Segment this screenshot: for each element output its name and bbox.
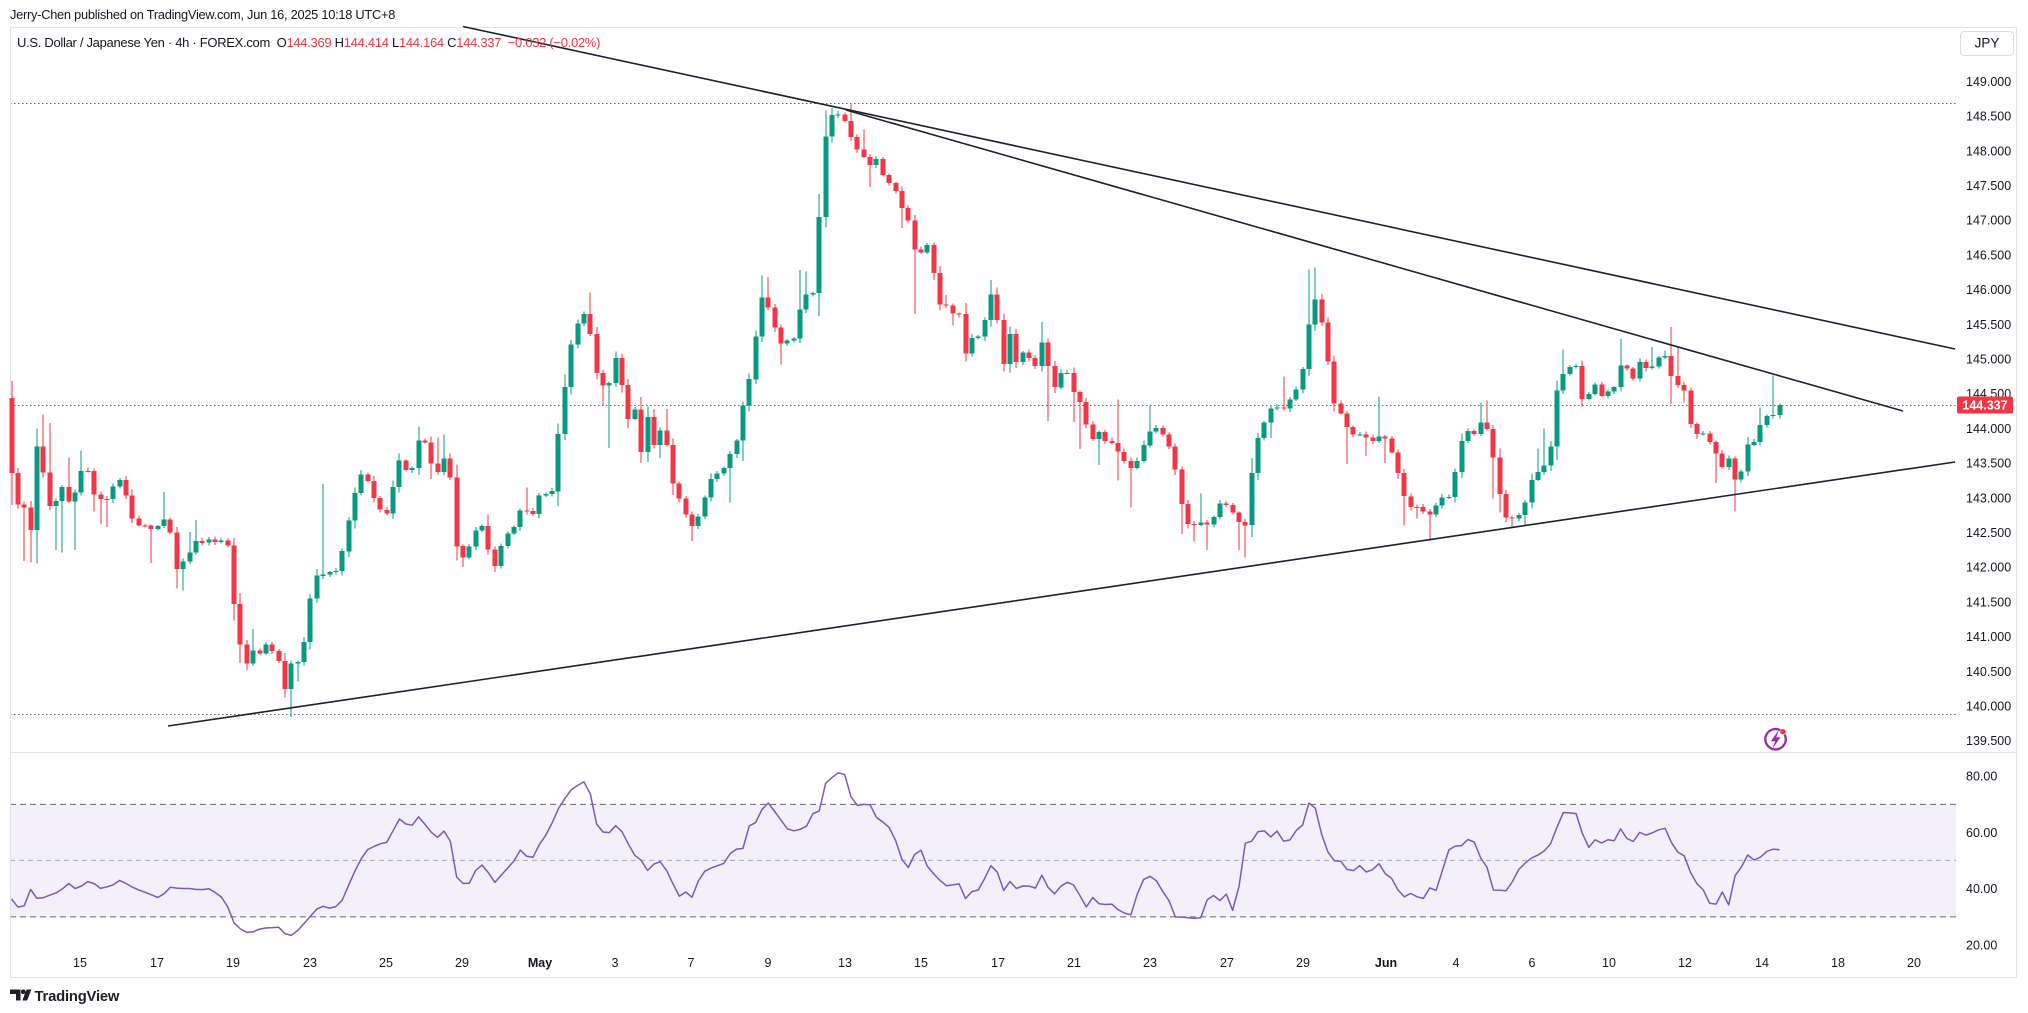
svg-text:18: 18 [1831, 956, 1845, 970]
svg-text:15: 15 [73, 956, 87, 970]
svg-text:139.500: 139.500 [1966, 734, 2011, 748]
svg-text:13: 13 [838, 956, 852, 970]
svg-text:27: 27 [1220, 956, 1234, 970]
svg-text:May: May [528, 956, 552, 970]
svg-text:15: 15 [914, 956, 928, 970]
svg-text:143.500: 143.500 [1966, 457, 2011, 471]
svg-text:141.500: 141.500 [1966, 595, 2011, 609]
svg-text:142.500: 142.500 [1966, 526, 2011, 540]
svg-text:149.000: 149.000 [1966, 75, 2011, 89]
svg-text:146.500: 146.500 [1966, 248, 2011, 262]
svg-text:29: 29 [1296, 956, 1310, 970]
svg-text:145.000: 145.000 [1966, 353, 2011, 367]
svg-text:142.000: 142.000 [1966, 561, 2011, 575]
svg-text:29: 29 [455, 956, 469, 970]
svg-text:40.00: 40.00 [1966, 882, 1997, 896]
svg-text:17: 17 [150, 956, 164, 970]
svg-text:144.000: 144.000 [1966, 422, 2011, 436]
svg-text:144.337: 144.337 [1962, 399, 2007, 413]
svg-text:TradingView: TradingView [35, 989, 120, 1005]
svg-text:7: 7 [688, 956, 695, 970]
svg-text:U.S. Dollar / Japanese Yen · 4: U.S. Dollar / Japanese Yen · 4h · FOREX.… [17, 35, 600, 50]
svg-text:17: 17 [991, 956, 1005, 970]
svg-text:21: 21 [1067, 956, 1081, 970]
svg-text:60.00: 60.00 [1966, 826, 1997, 840]
svg-text:Jun: Jun [1375, 956, 1397, 970]
svg-text:23: 23 [1143, 956, 1157, 970]
svg-text:9: 9 [765, 956, 772, 970]
svg-text:Jerry-Chen published on Tradin: Jerry-Chen published on TradingView.com,… [10, 7, 395, 22]
svg-text:JPY: JPY [1975, 36, 2000, 51]
svg-text:143.000: 143.000 [1966, 491, 2011, 505]
svg-text:4: 4 [1453, 956, 1460, 970]
svg-text:3: 3 [612, 956, 619, 970]
svg-text:141.000: 141.000 [1966, 630, 2011, 644]
svg-text:148.500: 148.500 [1966, 110, 2011, 124]
svg-text:20.00: 20.00 [1966, 938, 1997, 952]
svg-text:10: 10 [1602, 956, 1616, 970]
svg-text:14: 14 [1755, 956, 1769, 970]
svg-text:80.00: 80.00 [1966, 769, 1997, 783]
svg-text:23: 23 [303, 956, 317, 970]
svg-text:147.000: 147.000 [1966, 214, 2011, 228]
svg-text:25: 25 [379, 956, 393, 970]
svg-text:146.000: 146.000 [1966, 283, 2011, 297]
svg-text:12: 12 [1678, 956, 1692, 970]
svg-text:145.500: 145.500 [1966, 318, 2011, 332]
svg-text:20: 20 [1907, 956, 1921, 970]
svg-text:147.500: 147.500 [1966, 179, 2011, 193]
svg-text:6: 6 [1529, 956, 1536, 970]
svg-text:148.000: 148.000 [1966, 144, 2011, 158]
svg-text:140.000: 140.000 [1966, 700, 2011, 714]
svg-text:19: 19 [226, 956, 240, 970]
svg-text:140.500: 140.500 [1966, 665, 2011, 679]
